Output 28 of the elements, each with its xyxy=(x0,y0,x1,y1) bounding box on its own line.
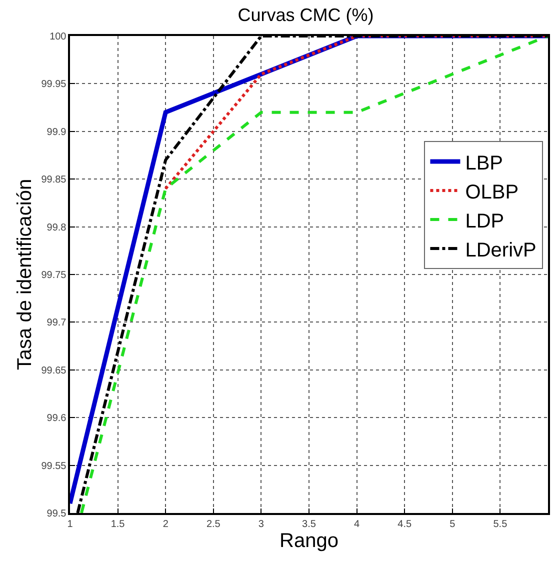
y-tick-label: 100 xyxy=(50,32,67,42)
legend-label: LBP xyxy=(465,152,504,174)
y-axis-title: Tasa de identificación xyxy=(14,178,36,370)
x-tick-label: 1 xyxy=(67,518,74,530)
x-tick-label: 4.5 xyxy=(398,518,412,530)
x-tick-label: 5.5 xyxy=(493,518,508,530)
y-tick-label: 99.7 xyxy=(46,318,67,329)
chart-title: Curvas CMC (%) xyxy=(238,5,374,26)
y-tick-label: 99.95 xyxy=(41,79,67,90)
x-tick-label: 5 xyxy=(450,518,456,530)
y-tick-label: 99.75 xyxy=(41,270,67,281)
y-tick-label: 99.8 xyxy=(46,222,67,234)
y-tick-label: 99.65 xyxy=(41,365,67,376)
y-tick-label: 99.9 xyxy=(46,126,67,138)
x-axis-title: Rango xyxy=(280,530,338,552)
x-tick-label: 3 xyxy=(258,518,264,530)
legend-label: LDP xyxy=(465,210,504,232)
legend-label: OLBP xyxy=(465,181,519,204)
y-tick-label: 99.85 xyxy=(41,174,67,186)
legend-label: LDerivP xyxy=(465,239,536,262)
x-tick-label: 2.5 xyxy=(206,518,221,530)
x-tick-label: 3.5 xyxy=(302,518,316,530)
x-tick-label: 1.5 xyxy=(110,518,126,530)
y-tick-label: 99.55 xyxy=(41,460,67,472)
x-tick-label: 2 xyxy=(162,518,169,530)
y-tick-label: 99.6 xyxy=(46,413,67,424)
y-tick-label: 99.5 xyxy=(46,508,67,520)
x-tick-label: 4 xyxy=(354,518,360,530)
